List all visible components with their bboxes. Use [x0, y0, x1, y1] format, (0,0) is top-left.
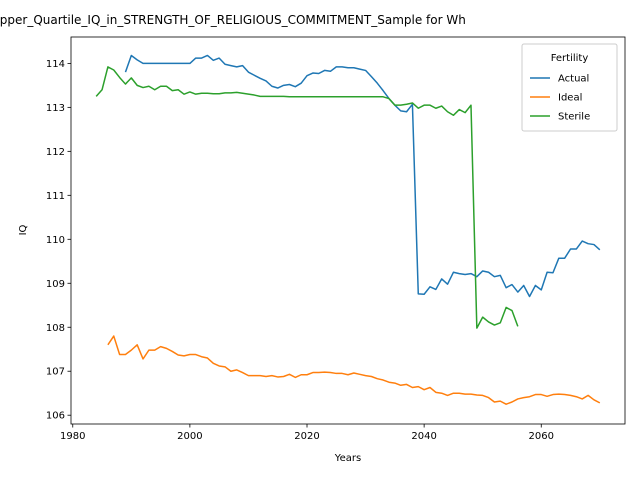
legend-label: Ideal: [558, 93, 582, 104]
y-tick-label: 112: [46, 147, 65, 158]
y-tick-label: 106: [46, 411, 65, 422]
x-tick-label: 1980: [60, 431, 85, 442]
x-tick-label: 2060: [529, 431, 554, 442]
line-series: [107, 335, 601, 405]
plot-frame: [70, 36, 626, 425]
chart-title: Upper_Quartile_IQ_in_STRENGTH_OF_RELIGIO…: [0, 13, 466, 27]
legend-box: [521, 43, 618, 132]
x-tick-label: 2040: [411, 431, 436, 442]
y-tick-label: 108: [46, 323, 65, 334]
y-tick-label: 113: [46, 103, 65, 114]
line-series: [95, 66, 519, 329]
legend-title: Fertility: [551, 53, 589, 64]
y-tick-label: 109: [46, 279, 65, 290]
y-tick-label: 114: [46, 59, 65, 70]
line-series: [124, 54, 601, 298]
y-tick-label: 110: [46, 235, 65, 246]
y-tick-label: 111: [46, 191, 65, 202]
y-axis-label: IQ: [18, 224, 29, 235]
x-tick-label: 2000: [177, 431, 202, 442]
x-axis-label: Years: [334, 453, 361, 464]
x-tick-label: 2020: [294, 431, 319, 442]
legend-label: Sterile: [558, 112, 590, 123]
y-tick-label: 107: [46, 367, 65, 378]
legend-label: Actual: [558, 74, 589, 85]
